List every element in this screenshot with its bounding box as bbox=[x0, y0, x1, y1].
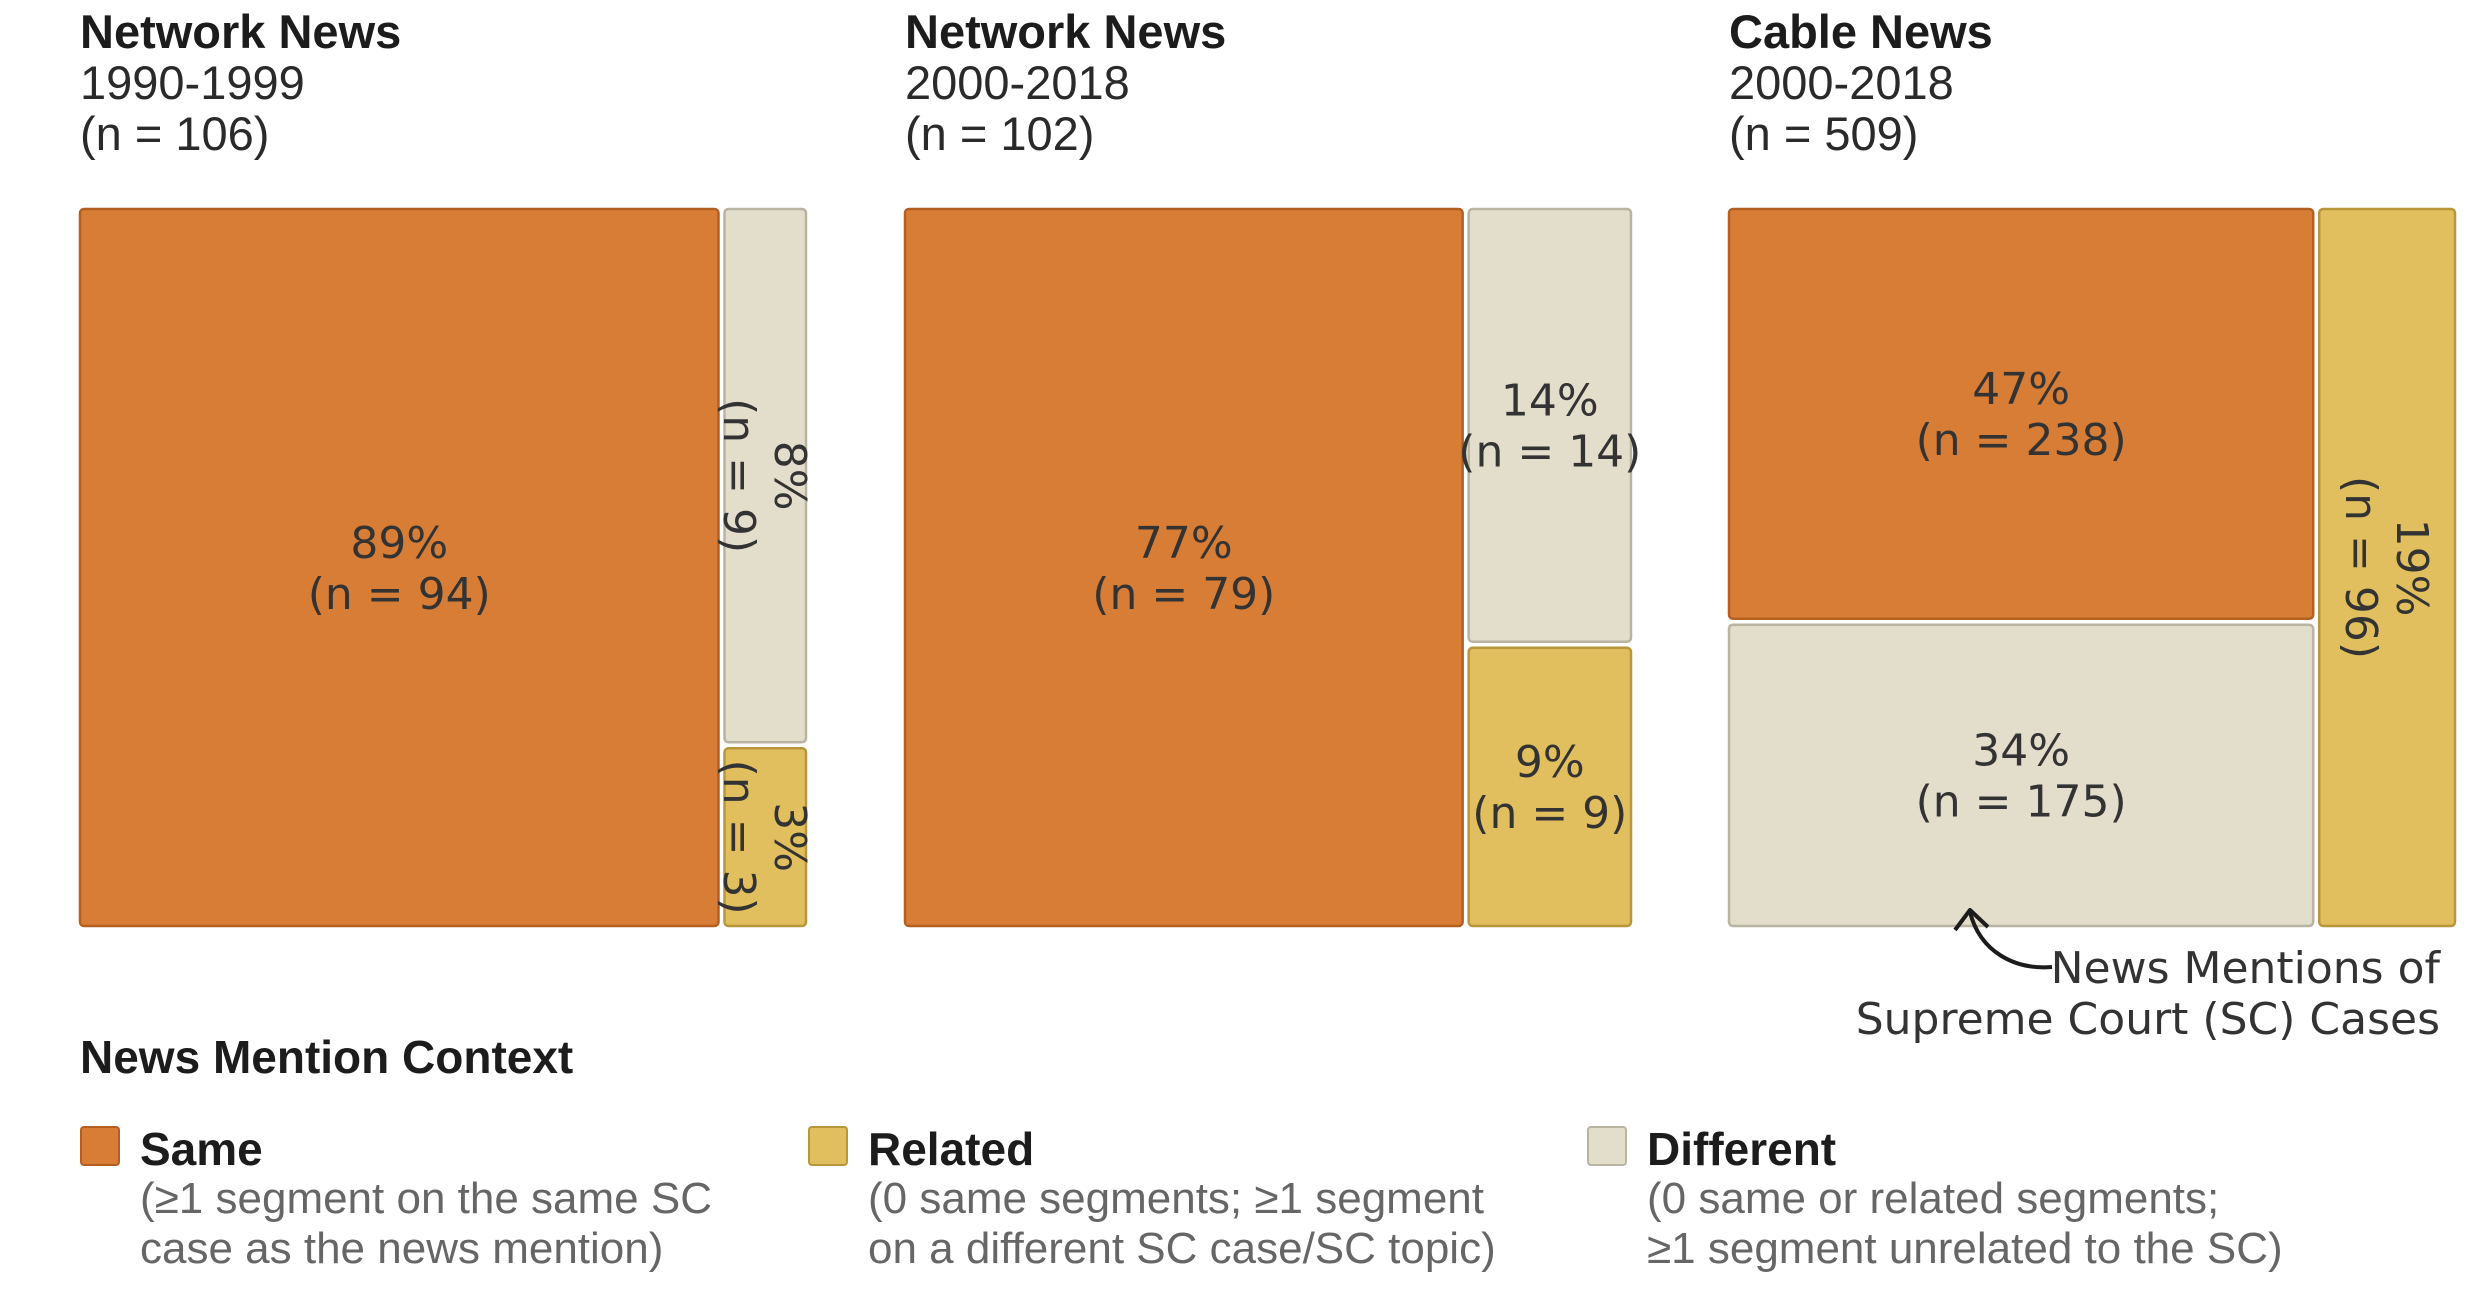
panel-3-label-related-line-2: (n = 96) bbox=[2335, 476, 2386, 659]
panel-1-label-different-line-2: (n = 9) bbox=[713, 398, 764, 553]
panel-2-cell-same bbox=[903, 207, 1464, 928]
panel-1-label-same: 89%(n = 94) bbox=[308, 518, 491, 620]
panel-3-label-different-line-2: (n = 175) bbox=[1916, 777, 2127, 828]
panel-2-label-related-line-2: (n = 9) bbox=[1472, 788, 1627, 839]
panel-3-heading: Cable News bbox=[1729, 5, 1993, 58]
legend-label-same: Same bbox=[140, 1123, 263, 1175]
panel-3-label-same-line-1: 47% bbox=[1972, 364, 2070, 415]
legend-desc-related-line-1: (0 same segments; ≥1 segment bbox=[868, 1174, 1484, 1223]
panel-1-years: 1990-1999 bbox=[80, 56, 305, 109]
legend-desc-related: (0 same segments; ≥1 segment on a differ… bbox=[868, 1174, 1496, 1274]
annotation-arrow bbox=[1968, 911, 2053, 970]
legend-label-related: Related bbox=[868, 1123, 1035, 1175]
panel-1-label-related-line-1: 3% bbox=[764, 802, 815, 872]
legend-desc-different-line-2: ≥1 segment unrelated to the SC) bbox=[1647, 1224, 2283, 1273]
panel-2-cell-related bbox=[1467, 646, 1633, 928]
panel-3-cell-different bbox=[1727, 623, 2315, 928]
panel-3-cell-same bbox=[1727, 207, 2315, 620]
annotation-line-2: Supreme Court (SC) Cases bbox=[1856, 994, 2440, 1045]
panel-2-label-same-line-1: 77% bbox=[1135, 518, 1233, 569]
panel-2-label-same-line-2: (n = 79) bbox=[1092, 569, 1275, 620]
legend-desc-related-line-2: on a different SC case/SC topic) bbox=[868, 1224, 1496, 1273]
legend-label-different: Different bbox=[1647, 1123, 1837, 1175]
legend-desc-same-line-1: (≥1 segment on the same SC bbox=[140, 1174, 712, 1223]
panel-1-label-same-line-2: (n = 94) bbox=[308, 569, 491, 620]
panel-1-label-related: 3%(n = 3) bbox=[713, 760, 815, 915]
panel-1-label-same-line-1: 89% bbox=[350, 518, 448, 569]
legend-desc-different: (0 same or related segments; ≥1 segment … bbox=[1647, 1174, 2283, 1274]
legend-swatch-same bbox=[80, 1126, 120, 1166]
annotation: News Mentions of Supreme Court (SC) Case… bbox=[1856, 908, 2442, 1045]
panel-2-years: 2000-2018 bbox=[905, 56, 1130, 109]
legend-desc-same-line-2: case as the news mention) bbox=[140, 1224, 664, 1273]
panel-2-label-related-line-1: 9% bbox=[1515, 737, 1585, 788]
panel-2-title: Network News 2000-2018 (n = 102) bbox=[905, 6, 1226, 159]
panel-3-label-same: 47%(n = 238) bbox=[1916, 364, 2127, 466]
panel-3-label-different: 34%(n = 175) bbox=[1916, 726, 2127, 828]
panel-2-cell-different bbox=[1467, 207, 1633, 644]
panel-3-label-related: 19%(n = 96) bbox=[2335, 476, 2437, 659]
panel-1-cell-different bbox=[723, 207, 808, 744]
panel-1-label-related-line-2: (n = 3) bbox=[713, 760, 764, 915]
panel-2-label-different-line-2: (n = 14) bbox=[1458, 427, 1641, 478]
panel-3-years: 2000-2018 bbox=[1729, 56, 1954, 109]
panel-3-n: (n = 509) bbox=[1729, 107, 1919, 160]
panel-1-cell-same bbox=[78, 207, 720, 928]
legend-swatch-different bbox=[1587, 1126, 1627, 1166]
panel-2-label-related: 9%(n = 9) bbox=[1472, 737, 1627, 839]
panel-3-label-related-line-1: 19% bbox=[2386, 519, 2437, 617]
panel-3-label-different-line-1: 34% bbox=[1972, 726, 2070, 777]
panel-2-label-different-line-1: 14% bbox=[1501, 376, 1599, 427]
panel-1-cell-related bbox=[723, 747, 808, 928]
panel-1-title: Network News 1990-1999 (n = 106) bbox=[80, 6, 401, 159]
panel-2-label-same: 77%(n = 79) bbox=[1092, 518, 1275, 620]
panel-1-label-different: 8%(n = 9) bbox=[713, 398, 815, 553]
panel-1-label-different-line-1: 8% bbox=[764, 441, 815, 511]
legend-desc-different-line-1: (0 same or related segments; bbox=[1647, 1174, 2220, 1223]
panel-2-label-different: 14%(n = 14) bbox=[1458, 376, 1641, 478]
annotation-line-1: News Mentions of bbox=[2051, 943, 2442, 994]
panel-2-n: (n = 102) bbox=[905, 107, 1095, 160]
panel-2-heading: Network News bbox=[905, 5, 1227, 58]
panel-1-heading: Network News bbox=[80, 5, 402, 58]
panel-3-label-same-line-2: (n = 238) bbox=[1916, 415, 2127, 466]
panel-1-n: (n = 106) bbox=[80, 107, 270, 160]
legend-swatch-related bbox=[808, 1126, 848, 1166]
legend-desc-same: (≥1 segment on the same SC case as the n… bbox=[140, 1174, 712, 1274]
panel-3-title: Cable News 2000-2018 (n = 509) bbox=[1729, 6, 1993, 159]
legend-title: News Mention Context bbox=[80, 1031, 574, 1083]
panel-3-cell-related bbox=[2317, 207, 2457, 928]
annotation-arrowhead bbox=[1953, 908, 1990, 932]
